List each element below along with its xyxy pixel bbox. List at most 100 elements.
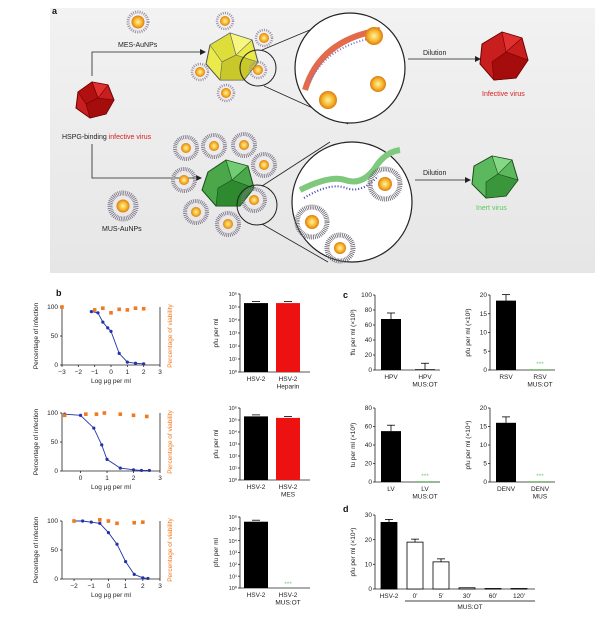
arrow-bottom-head [196,175,202,181]
d-y-tick-label: 20 [365,537,373,544]
dose-x-tick-label: 3 [158,369,162,376]
c-y-tick-label: 20 [480,292,488,299]
pfu-y-tick-label: 10⁶ [229,291,237,298]
pfu-y-tick-label: 10⁰ [229,369,238,376]
viability-point [125,308,130,312]
c-y-tick-label: 15 [480,311,488,318]
dilution-top-label: Dilution [423,50,446,57]
pfu-bar-label: HSV-2 MUS:OT [275,592,300,607]
dose-y2-label: Percentage of viability [167,409,174,473]
pfu-bar-label: HSV-2 [247,484,266,491]
dose-x-tick-label: 0 [79,475,83,482]
bound-mus-nanoparticles [171,132,277,237]
c-bar-label: LV MUS:OT [412,486,437,501]
infection-point [101,320,105,324]
pfu-y-tick-label: 10⁰ [229,477,238,484]
pfu-bar-label: HSV-2 Heparin [277,376,300,391]
infection-point [78,413,83,417]
zoom-detail-bottom [291,141,413,264]
c-y-tick-label: 0 [483,367,487,374]
viability-point [72,519,76,523]
bound-mes-nanoparticles [190,11,274,103]
dose-y-tick-label: 100 [47,518,58,525]
c-y-tick-label: 40 [365,442,373,449]
dose-x-tick-label: 3 [158,583,162,590]
infection-point [106,531,111,535]
viability-point [144,414,149,419]
dose-x-tick-label: 1 [105,475,109,482]
dose-y-tick-label: 50 [51,547,59,554]
pfu-y-tick-label: 10⁴ [229,429,238,436]
pfu-y-tick-label: 10⁴ [229,538,238,545]
c-y-tick-label: 0 [368,479,372,486]
dose-y2-label: Percentage of viability [167,303,174,367]
c-bar-label: DENV MUS [531,486,550,501]
infection-point [125,360,129,364]
dose-x-tick-label: 2 [141,583,145,590]
dose-x-tick-label: 0 [109,369,113,376]
infection-point [81,519,85,523]
d-bar-label: 30′ [463,593,472,600]
pfu-y-tick-label: 10² [229,344,237,350]
inert-label: Inert virus [476,205,507,212]
d-bar [432,561,450,590]
dose-x-label: Log μg per ml [91,378,131,385]
mus-label: MUS-AuNPs [102,226,142,233]
dose-fit-curve [64,413,150,471]
dose-x-label: Log μg per ml [91,592,131,599]
dose-x-tick-label: −2 [75,369,83,376]
c-y-tick-label: 0 [483,479,487,486]
c-bar-label: LV [387,486,395,493]
d-bar [458,587,476,590]
c-bar-label: HPV MUS:OT [412,374,437,389]
pfu-y-tick-label: 10³ [229,331,237,337]
green-virus-icon [201,159,255,207]
infection-point [139,468,144,473]
infective-label: Infective virus [482,91,525,98]
viability-point [132,520,137,525]
d-bar-label: 0′ [413,593,419,600]
dose-y-tick-label: 0 [54,576,58,583]
dose-x-tick-label: −1 [88,583,96,590]
dose-x-tick-label: 2 [132,475,136,482]
d-group-label: MUS:OT [457,604,482,611]
infection-point [98,521,102,525]
infection-point [133,361,138,365]
d-bar [380,522,398,590]
mus-nanoparticle-icon [107,190,139,222]
dilution-bottom-label: Dilution [423,170,446,177]
mes-label: MES-AuNPs [118,42,158,49]
infection-point [118,466,122,470]
viability-point [62,413,67,418]
c-bar [415,369,435,370]
dose-y-label: Percentage of infection [33,408,40,475]
c-y-label: pfu per ml (×10³) [465,308,472,356]
c-y-tick-label: 10 [480,442,488,449]
c-y-tick-label: 0 [368,367,372,374]
zoom-source-bottom [236,184,278,226]
viability-point [98,518,102,522]
c-bar [496,300,516,370]
pfu-y-tick-label: 10² [229,454,237,460]
panel-c-letter: c [343,290,348,300]
dose-y-tick-label: 50 [51,439,59,446]
hspg-suffix: infective virus [109,134,152,141]
panel-a-letter: a [52,6,58,16]
c-bar [415,481,435,482]
dose-y-tick-label: 50 [51,333,59,340]
pfu-bar [244,521,268,588]
c-y-label: pfu per ml (×10⁴) [465,421,472,470]
viability-point [109,311,113,315]
c-y-tick-label: 80 [365,307,373,314]
dose-fit-curve [74,520,149,579]
c-bar [381,319,401,370]
pfu-y-tick-label: 10¹ [229,574,237,580]
c-y-tick-label: 40 [365,337,373,344]
infection-point [132,572,136,576]
c-bar [381,431,401,482]
panel-a: a HSPG-binding infective virus MES-AuNPs [50,6,595,273]
pfu-y-tick-label: 10⁰ [229,585,238,592]
pfu-bar [276,303,300,372]
d-bar [510,588,528,590]
